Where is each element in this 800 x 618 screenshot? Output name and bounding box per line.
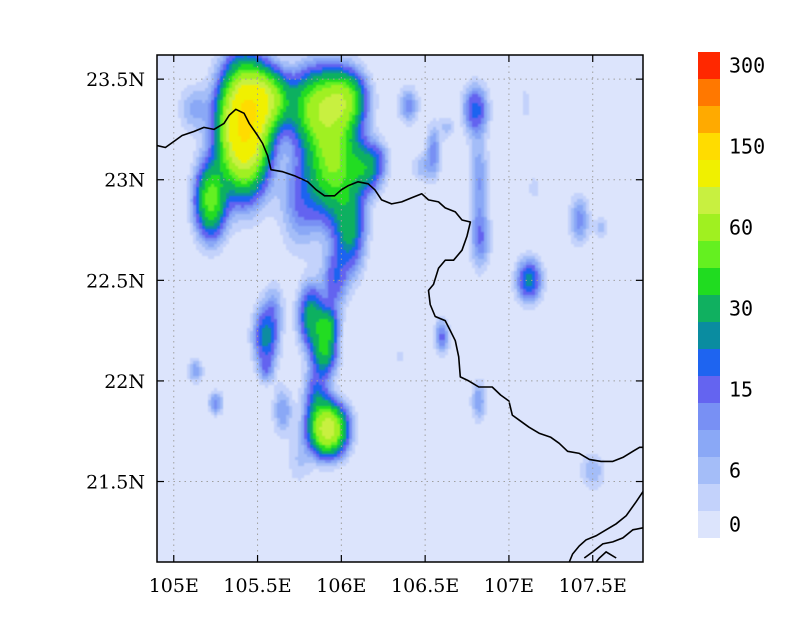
colorbar-box: [698, 214, 720, 241]
y-tick-label: 22.5N: [86, 270, 145, 292]
colorbar-box: [698, 160, 720, 187]
colorbar-box: [698, 268, 720, 295]
colorbar-box: [698, 322, 720, 349]
grid-lines: [157, 55, 643, 562]
y-tick-label: 23N: [104, 170, 145, 192]
colorbar-box: [698, 133, 720, 160]
colorbar-box: [698, 106, 720, 133]
colorbar-label: 150: [729, 135, 765, 159]
x-tick-label: 105.5E: [223, 575, 291, 597]
colorbar-box: [698, 376, 720, 403]
colorbar-box: [698, 484, 720, 511]
coastline-2: [595, 550, 617, 562]
colorbar-box: [698, 349, 720, 376]
y-tick-label: 21.5N: [86, 472, 145, 494]
country-boundary: [157, 108, 643, 562]
colorbar: 0 6 15 30 60 150 300: [698, 52, 765, 538]
colorbar-box: [698, 52, 720, 79]
contour-field: [157, 55, 643, 562]
colorbar-box: [698, 241, 720, 268]
y-tick-label: 22N: [104, 371, 145, 393]
x-tick-label: 106.5E: [391, 575, 459, 597]
colorbar-box: [698, 511, 720, 538]
colorbar-label: 0: [729, 513, 741, 537]
colorbar-box: [698, 187, 720, 214]
contour-raster: [157, 55, 643, 562]
x-tick-label: 107.5E: [559, 575, 627, 597]
x-tick-label: 106E: [316, 575, 366, 597]
plot-area: [156, 54, 644, 563]
x-tick-label: 105E: [149, 575, 199, 597]
plot-frame: [156, 54, 644, 563]
border-line: [157, 108, 643, 463]
colorbar-label: 300: [729, 54, 765, 78]
coastline-1: [583, 527, 643, 559]
x-tick-label: 107E: [484, 575, 534, 597]
x-axis: 105E 105.5E 106E 106.5E 107E 107.5E: [149, 55, 627, 597]
y-axis: 21.5N 22N 22.5N 23N 23.5N: [86, 69, 643, 494]
colorbar-label: 30: [729, 297, 753, 321]
colorbar-box: [698, 403, 720, 430]
colorbar-box: [698, 430, 720, 457]
colorbar-box: [698, 457, 720, 484]
y-tick-label: 23.5N: [86, 69, 145, 91]
colorbar-label: 15: [729, 378, 753, 402]
coastline-0: [568, 491, 643, 562]
colorbar-label: 6: [729, 459, 741, 483]
colorbar-label: 60: [729, 216, 753, 240]
colorbar-box: [698, 79, 720, 106]
colorbar-box: [698, 295, 720, 322]
